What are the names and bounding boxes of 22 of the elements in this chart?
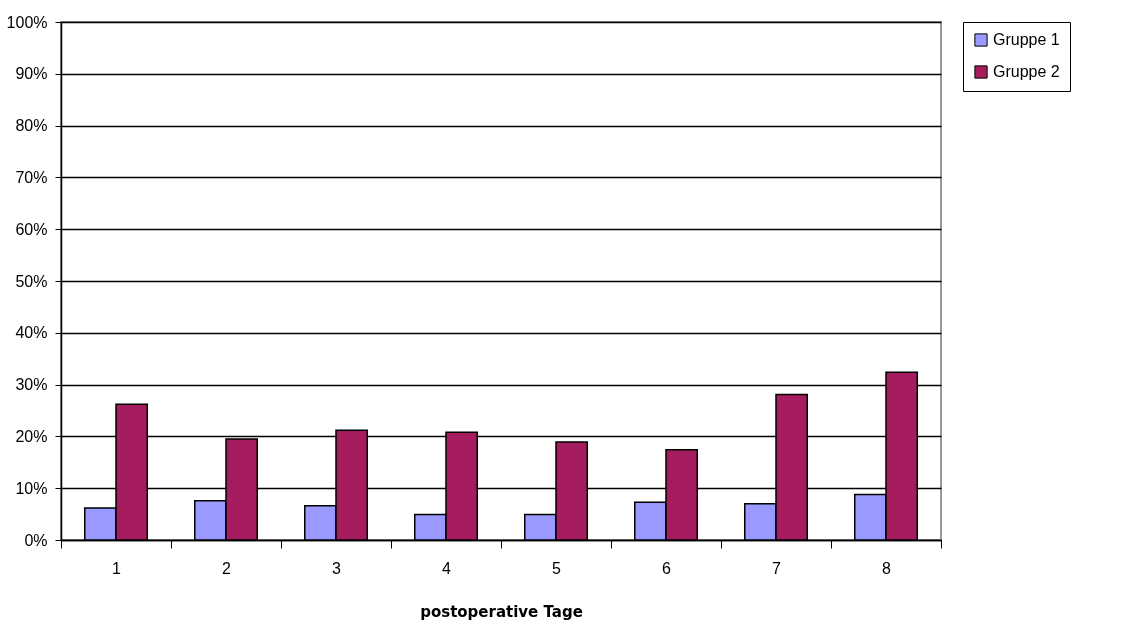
y-tick-label: 80% bbox=[15, 117, 48, 135]
y-tick-label: 90% bbox=[15, 65, 48, 83]
legend-label: Gruppe 2 bbox=[993, 63, 1060, 80]
x-tick-label: 1 bbox=[112, 559, 122, 577]
y-tick-label: 10% bbox=[15, 479, 48, 497]
x-tick-label: 2 bbox=[222, 559, 232, 577]
x-tick-label: 6 bbox=[662, 559, 672, 577]
y-tick-label: 0% bbox=[24, 531, 48, 549]
x-tick-label: 7 bbox=[772, 559, 782, 577]
y-tick-label: 50% bbox=[15, 272, 48, 290]
y-tick-label: 60% bbox=[15, 220, 48, 238]
legend-label: Gruppe 1 bbox=[993, 31, 1060, 48]
x-tick-label: 5 bbox=[552, 559, 562, 577]
x-tick-label: 3 bbox=[332, 559, 342, 577]
x-tick-label: 8 bbox=[882, 559, 892, 577]
x-tick-label: 4 bbox=[442, 559, 452, 577]
y-tick-label: 40% bbox=[15, 324, 48, 342]
y-tick-label: 70% bbox=[15, 168, 48, 186]
y-tick-label: 30% bbox=[15, 376, 48, 394]
y-tick-label: 100% bbox=[6, 13, 48, 31]
y-tick-label: 20% bbox=[15, 427, 48, 445]
x-axis-title: postoperative Tage bbox=[420, 602, 583, 621]
